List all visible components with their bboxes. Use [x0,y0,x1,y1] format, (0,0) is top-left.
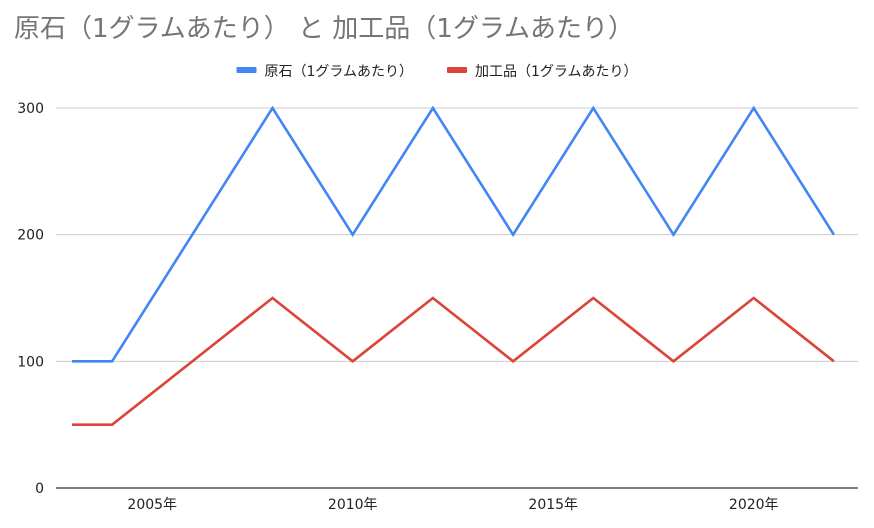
chart-title: 原石（1グラムあたり） と 加工品（1グラムあたり） [14,14,634,44]
data-point [672,359,676,363]
data-point [110,423,114,427]
data-point [511,233,515,237]
data-point [70,359,74,363]
legend-item-2: 加工品（1グラムあたり） [447,64,638,80]
data-point [511,359,515,363]
grid [56,107,858,489]
data-point [832,359,836,363]
y-tick-label: 300 [17,101,44,117]
y-tick-label: 200 [17,228,44,244]
data-point [271,106,275,110]
legend: 原石（1グラムあたり） 加工品（1グラムあたり） [236,64,638,80]
x-tick-label: 2020年 [729,497,779,513]
data-point [271,296,275,300]
data-point [591,106,595,110]
data-point [752,296,756,300]
y-tick-label: 100 [17,354,44,370]
data-point [832,233,836,237]
data-point [110,359,114,363]
data-point [591,296,595,300]
series-line-2 [72,296,835,427]
x-tick-label: 2015年 [528,497,578,513]
data-point [351,233,355,237]
x-tick-label: 2010年 [328,497,378,513]
series-line-1 [72,105,835,363]
legend-item-1: 原石（1グラムあたり） [236,64,414,80]
data-point [431,296,435,300]
legend-swatch [236,67,257,73]
x-axis-ticks: 2005年 2010年 2015年 2020年 [127,497,778,513]
data-point [431,106,435,110]
legend-label: 加工品（1グラムあたり） [475,64,638,80]
legend-label: 原石（1グラムあたり） [265,64,414,80]
data-point [351,359,355,363]
legend-swatch [447,67,467,73]
data-point [672,233,676,237]
data-point [70,423,74,427]
y-tick-label: 0 [35,481,44,497]
x-tick-label: 2005年 [127,497,177,513]
series-layer [70,105,836,427]
y-axis-ticks: 0 100 200 300 [17,101,44,497]
data-point [752,106,756,110]
